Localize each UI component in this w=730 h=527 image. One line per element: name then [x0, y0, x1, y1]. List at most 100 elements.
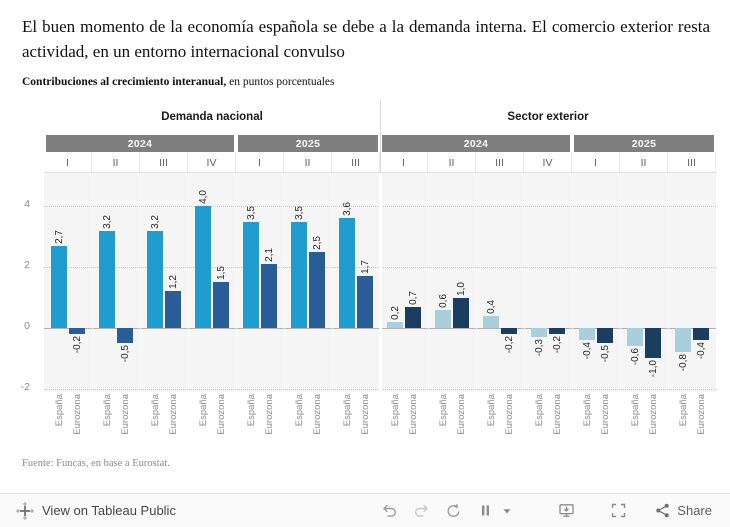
bar-eurozona[interactable] — [405, 307, 421, 328]
quarter-separator — [620, 173, 621, 392]
x-axis-label: España — [148, 394, 162, 448]
bar-value-text: -0,2 — [71, 336, 83, 354]
view-on-tableau-link[interactable]: View on Tableau Public — [16, 501, 176, 520]
bar-value-label: 3,2 — [147, 199, 163, 229]
bar-value-label: -0,5 — [597, 345, 613, 375]
bar-eurozona[interactable] — [693, 328, 709, 340]
undo-button[interactable] — [381, 502, 398, 519]
bar-espana[interactable] — [51, 246, 67, 328]
y-tick-label: 4 — [24, 198, 30, 210]
x-axis-label-text: España — [149, 394, 161, 427]
view-on-tableau-label: View on Tableau Public — [42, 503, 176, 518]
bar-value-text: -1,0 — [647, 360, 659, 378]
bar-value-text: 3,2 — [149, 215, 161, 229]
x-axis-label-text: España — [581, 394, 593, 427]
bar-eurozona[interactable] — [597, 328, 613, 343]
bar-eurozona[interactable] — [117, 328, 133, 343]
x-axis-label: España — [532, 394, 546, 448]
x-axis-label: Eurozona — [358, 394, 372, 448]
bar-eurozona[interactable] — [453, 298, 469, 328]
revert-button[interactable] — [445, 502, 462, 519]
undo-icon — [383, 504, 397, 517]
x-axis-label-text: Eurozona — [71, 394, 83, 435]
year-band: 2025 — [574, 135, 714, 152]
x-axis-label: Eurozona — [214, 394, 228, 448]
quarter-header-row: I II III IV I II III I II III IV I II III — [44, 153, 716, 172]
bar-espana[interactable] — [195, 206, 211, 328]
bar-value-text: 2,1 — [263, 248, 275, 262]
bar-value-text: 0,6 — [437, 294, 449, 308]
bar-value-text: -0,8 — [677, 354, 689, 372]
bar-espana[interactable] — [483, 316, 499, 328]
bar-eurozona[interactable] — [261, 264, 277, 328]
bar-espana[interactable] — [387, 322, 403, 328]
x-axis-label-text: Eurozona — [167, 394, 179, 435]
x-axis-label-text: Eurozona — [551, 394, 563, 435]
bar-value-label: 0,7 — [405, 275, 421, 305]
x-axis-label: Eurozona — [118, 394, 132, 448]
bar-espana[interactable] — [627, 328, 643, 346]
revert-icon — [447, 503, 460, 517]
pause-menu-button[interactable] — [501, 505, 513, 517]
bar-eurozona[interactable] — [645, 328, 661, 358]
bar-eurozona[interactable] — [165, 291, 181, 328]
bar-value-label: -0,6 — [627, 348, 643, 378]
quarter-separator — [476, 173, 477, 392]
bar-value-text: -0,5 — [599, 345, 611, 363]
quarter-label: III — [668, 153, 716, 172]
bar-value-text: 0,4 — [485, 300, 497, 314]
download-button[interactable] — [558, 502, 575, 519]
plot-area: 2,7 3,2 3,2 4,0 3,5 3,5 3,6 -0,2 -0,5 1,2 1,5 2,1 2,… — [44, 172, 716, 392]
x-axis-label-text: España — [437, 394, 449, 427]
bar-eurozona[interactable] — [309, 252, 325, 328]
bar-espana[interactable] — [531, 328, 547, 337]
panel-label: Demanda nacional — [161, 111, 263, 123]
quarter-label: IV — [188, 153, 236, 172]
quarter-separator — [140, 173, 141, 392]
bar-espana[interactable] — [339, 218, 355, 328]
bar-eurozona[interactable] — [69, 328, 85, 334]
x-axis-label-text: España — [341, 394, 353, 427]
fullscreen-button[interactable] — [610, 502, 627, 519]
caret-down-icon — [503, 508, 511, 513]
x-axis-label: España — [436, 394, 450, 448]
quarter-separator — [188, 173, 189, 392]
bar-value-label: -1,0 — [645, 360, 661, 390]
bar-espana[interactable] — [435, 310, 451, 328]
bar-value-label: -0,5 — [117, 345, 133, 375]
bar-espana[interactable] — [291, 222, 307, 328]
bar-value-text: 1,2 — [167, 275, 179, 289]
bar-eurozona[interactable] — [501, 328, 517, 334]
bar-value-text: -0,2 — [503, 336, 515, 354]
chart-subtitle: Contribuciones al crecimiento interanual… — [22, 76, 334, 88]
bar-value-label: -0,4 — [693, 342, 709, 372]
x-axis-label: Eurozona — [454, 394, 468, 448]
x-axis-label-text: España — [533, 394, 545, 427]
bar-value-label: -0,2 — [501, 336, 517, 366]
bar-eurozona[interactable] — [213, 282, 229, 328]
bar-eurozona[interactable] — [549, 328, 565, 334]
bar-espana[interactable] — [99, 231, 115, 328]
x-axis-label-text: España — [197, 394, 209, 427]
tableau-toolbar: View on Tableau Public — [0, 493, 730, 527]
quarter-label: IV — [524, 153, 572, 172]
redo-button[interactable] — [413, 502, 430, 519]
pause-button[interactable] — [477, 502, 494, 519]
x-axis-label: España — [52, 394, 66, 448]
bar-value-label: 2,1 — [261, 232, 277, 262]
bar-value-text: -0,5 — [119, 345, 131, 363]
bar-espana[interactable] — [579, 328, 595, 340]
quarter-separator — [236, 173, 237, 392]
x-axis-label-text: España — [677, 394, 689, 427]
pause-icon — [482, 505, 490, 516]
x-axis-label-text: Eurozona — [263, 394, 275, 435]
bar-espana[interactable] — [675, 328, 691, 352]
share-button[interactable]: Share — [654, 502, 712, 519]
bar-eurozona[interactable] — [357, 276, 373, 328]
x-axis-label: España — [196, 394, 210, 448]
bar-espana[interactable] — [243, 222, 259, 328]
subtitle-bold: Contribuciones al crecimiento interanual… — [22, 76, 227, 88]
quarter-label: III — [332, 153, 380, 172]
bar-value-label: 0,6 — [435, 278, 451, 308]
bar-espana[interactable] — [147, 231, 163, 328]
